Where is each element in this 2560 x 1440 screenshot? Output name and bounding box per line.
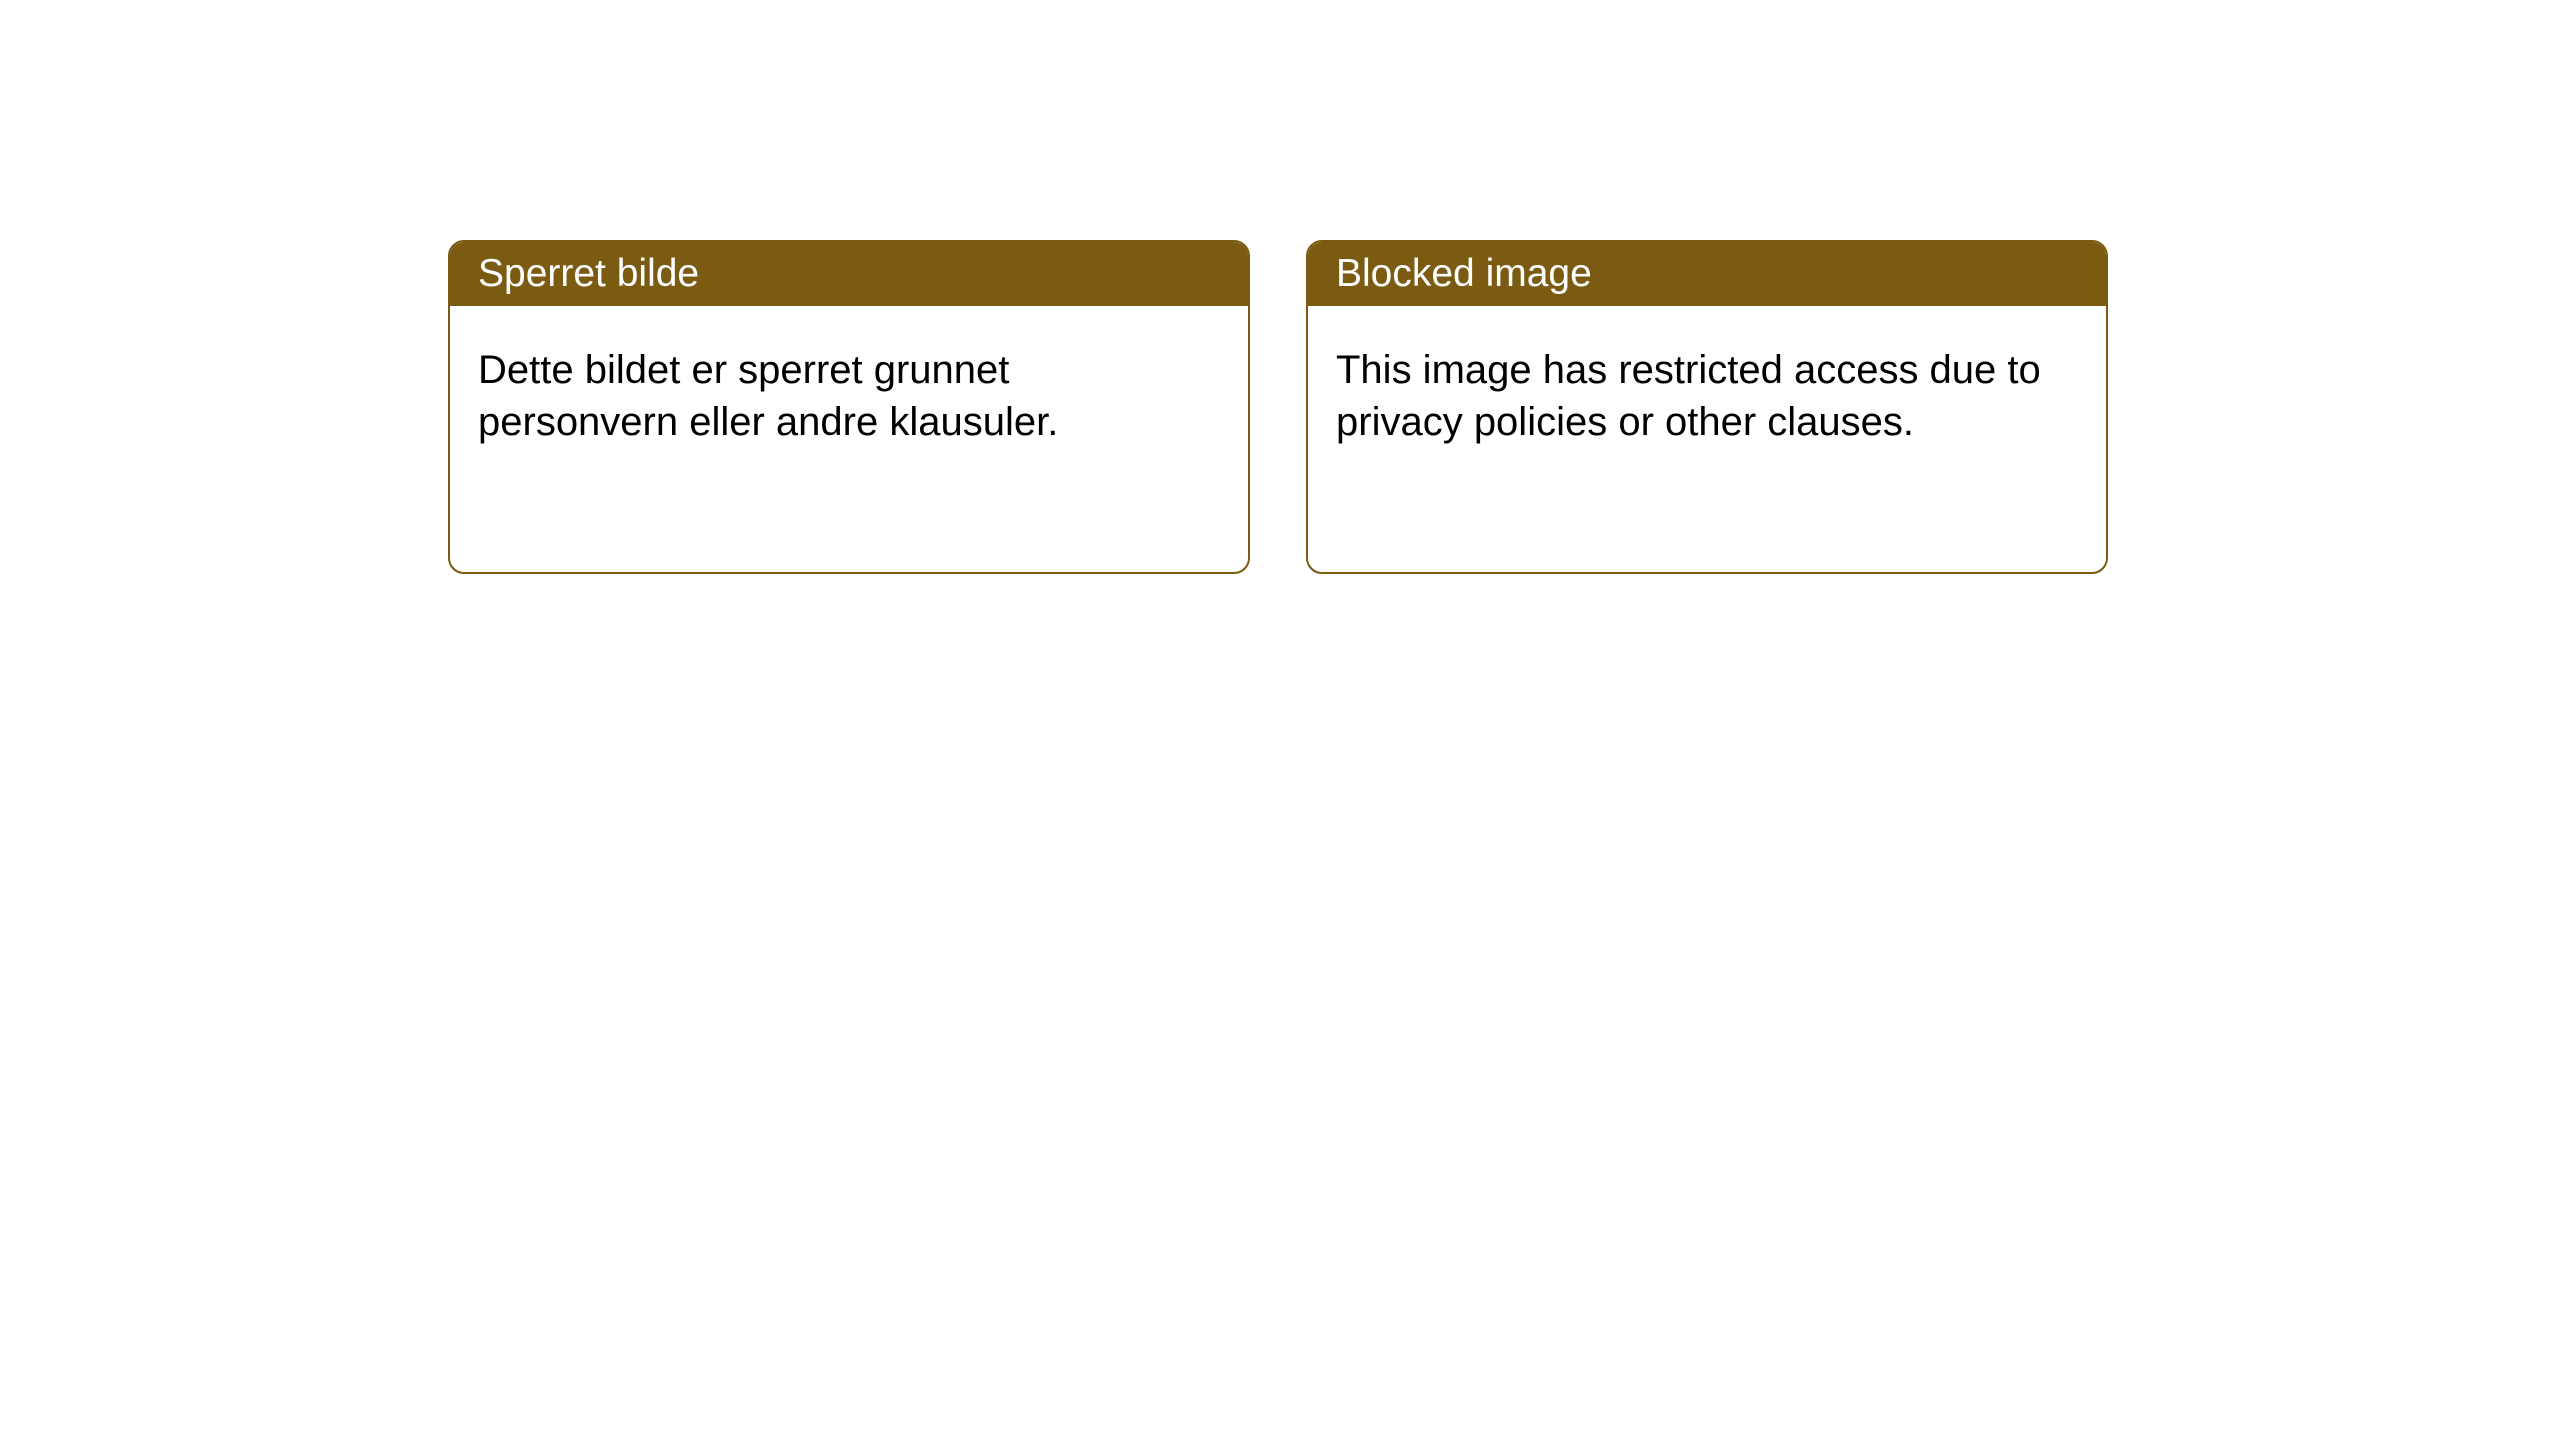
notice-header: Blocked image (1308, 242, 2106, 306)
notice-card-norwegian: Sperret bilde Dette bildet er sperret gr… (448, 240, 1250, 574)
notice-body: This image has restricted access due to … (1308, 306, 2106, 486)
notice-title: Blocked image (1336, 252, 1592, 295)
notice-card-english: Blocked image This image has restricted … (1306, 240, 2108, 574)
notice-container: Sperret bilde Dette bildet er sperret gr… (0, 0, 2560, 574)
notice-title: Sperret bilde (478, 252, 699, 295)
notice-header: Sperret bilde (450, 242, 1248, 306)
notice-text: Dette bildet er sperret grunnet personve… (478, 348, 1058, 444)
notice-text: This image has restricted access due to … (1336, 348, 2041, 444)
notice-body: Dette bildet er sperret grunnet personve… (450, 306, 1248, 486)
